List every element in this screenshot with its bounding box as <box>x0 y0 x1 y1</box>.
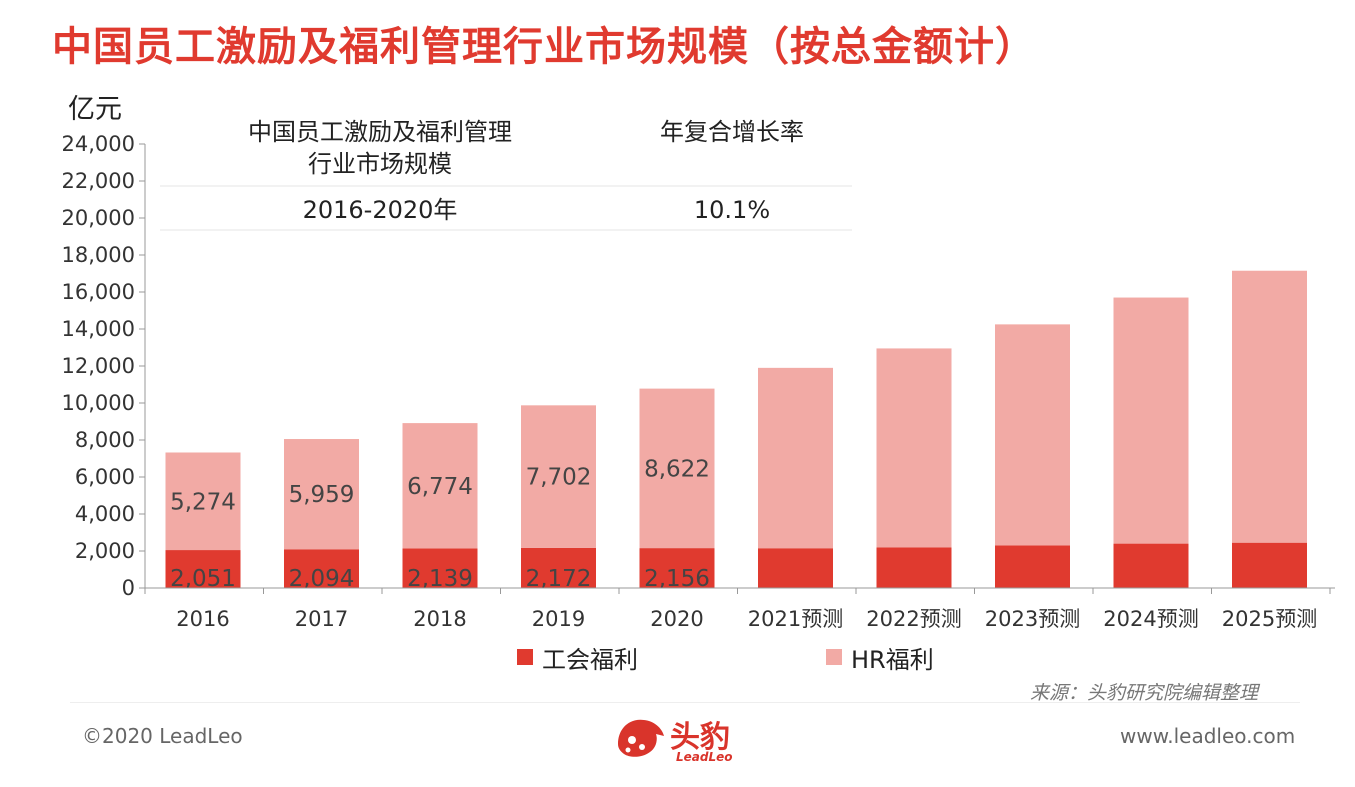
chart-title: 中国员工激励及福利管理行业市场规模（按总金额计） <box>52 24 1036 70</box>
copyright-text: ©2020 LeadLeo <box>82 724 243 748</box>
x-tick-label: 2023预测 <box>985 607 1080 631</box>
bar-segment-hr-welfare <box>1232 270 1307 543</box>
y-tick-label: 6,000 <box>75 465 135 489</box>
y-axis: 0 2,000 4,000 6,000 8,000 10,000 12,000 14,000 1… <box>62 132 146 600</box>
bars: 2,0515,2742,0945,9592,1396,7742,1727,702… <box>165 270 1307 592</box>
website-text: www.leadleo.com <box>1120 724 1296 748</box>
x-tick-label: 2017 <box>295 607 348 631</box>
y-tick-label: 24,000 <box>62 132 135 156</box>
bar-segment-hr-welfare <box>639 388 715 549</box>
bar-segment-hr-welfare <box>521 405 596 548</box>
bar-segment-hr-welfare <box>758 367 833 549</box>
data-label: 5,274 <box>170 489 236 515</box>
leopard-head-icon <box>618 719 664 757</box>
y-tick-label: 12,000 <box>62 354 135 378</box>
y-tick-label: 16,000 <box>62 280 135 304</box>
info-table: 中国员工激励及福利管理 行业市场规模 年复合增长率 2016-2020年 10.… <box>160 118 852 231</box>
info-header-cagr: 年复合增长率 <box>660 118 804 146</box>
bar-segment-hr-welfare <box>165 452 241 551</box>
y-tick-label: 4,000 <box>75 502 135 526</box>
x-tick-label: 2024预测 <box>1103 607 1198 631</box>
y-tick-label: 10,000 <box>62 391 135 415</box>
bar-segment-union-welfare <box>1232 542 1307 588</box>
leadleo-logo: 头豹 LeadLeo <box>612 708 752 768</box>
bar-segment-union-welfare <box>758 548 833 588</box>
legend: 工会福利 HR福利 <box>517 646 934 674</box>
y-tick-label: 8,000 <box>75 428 135 452</box>
x-tick-label: 2016 <box>176 607 229 631</box>
info-header-market-line1: 中国员工激励及福利管理 <box>248 118 512 146</box>
legend-label-hr-welfare: HR福利 <box>851 646 934 674</box>
bar-segment-hr-welfare <box>876 348 952 548</box>
x-axis: 2016 2017 2018 2019 2020 2021预测 2022预测 2023预测 20… <box>144 587 1335 631</box>
x-tick-label: 2021预测 <box>748 607 843 631</box>
legend-swatch-union-welfare <box>517 649 533 665</box>
data-label: 8,622 <box>644 456 710 482</box>
x-tick-label: 2022预测 <box>866 607 961 631</box>
bar-segment-union-welfare <box>639 548 715 588</box>
data-label: 6,774 <box>407 474 473 500</box>
y-tick-label: 0 <box>122 576 135 600</box>
y-tick-label: 20,000 <box>62 206 135 230</box>
x-tick-label: 2020 <box>650 607 703 631</box>
source-note: 来源：头豹研究院编辑整理 <box>1030 682 1259 704</box>
legend-label-union-welfare: 工会福利 <box>542 646 638 674</box>
bar-segment-hr-welfare <box>995 324 1070 546</box>
info-cagr-value: 10.1% <box>694 196 770 224</box>
bar-segment-hr-welfare <box>402 423 478 549</box>
x-tick-label: 2025预测 <box>1222 607 1317 631</box>
y-tick-label: 18,000 <box>62 243 135 267</box>
bar-segment-hr-welfare <box>284 439 359 550</box>
bar-segment-union-welfare <box>284 549 359 588</box>
footer-divider <box>70 702 1300 703</box>
x-tick-label: 2018 <box>413 607 466 631</box>
bar-segment-union-welfare <box>995 545 1070 588</box>
y-tick-label: 2,000 <box>75 539 135 563</box>
y-tick-label: 14,000 <box>62 317 135 341</box>
bar-segment-union-welfare <box>521 547 596 588</box>
data-label: 5,959 <box>289 482 355 508</box>
bar-segment-union-welfare <box>165 550 241 588</box>
stacked-bar-chart: 亿元 0 2,000 4,000 6,000 8,000 10,000 12,000 14,0… <box>62 94 1335 674</box>
bar-segment-union-welfare <box>876 547 952 588</box>
legend-swatch-hr-welfare <box>826 649 842 665</box>
bar-segment-hr-welfare <box>1113 297 1189 544</box>
y-tick-label: 22,000 <box>62 169 135 193</box>
bar-segment-union-welfare <box>1113 543 1189 588</box>
bar-segment-union-welfare <box>402 548 478 588</box>
info-header-market-line2: 行业市场规模 <box>308 150 452 178</box>
y-axis-unit-label: 亿元 <box>68 94 122 125</box>
info-period: 2016-2020年 <box>303 196 458 224</box>
x-tick-label: 2019 <box>532 607 585 631</box>
logo-english-text: LeadLeo <box>676 750 733 764</box>
logo-chinese-text: 头豹 <box>670 720 730 755</box>
data-label: 7,702 <box>526 465 592 491</box>
